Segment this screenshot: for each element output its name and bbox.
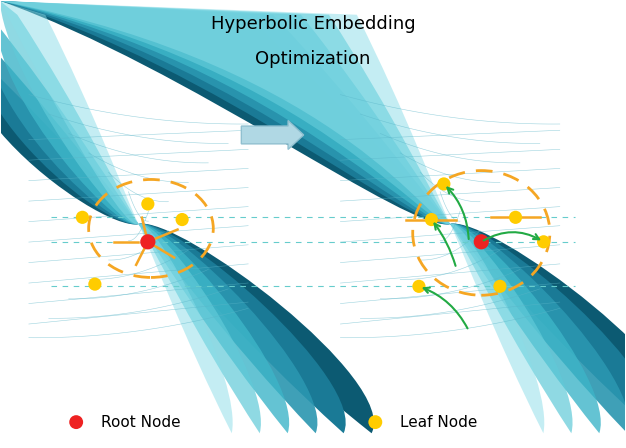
Point	[78, 214, 88, 221]
Point	[511, 214, 521, 221]
Point	[71, 418, 81, 426]
Point	[143, 238, 153, 246]
PathPatch shape	[356, 15, 544, 433]
PathPatch shape	[0, 15, 317, 433]
PathPatch shape	[0, 15, 289, 433]
PathPatch shape	[44, 15, 233, 433]
PathPatch shape	[0, 15, 346, 433]
FancyArrow shape	[242, 121, 304, 150]
Point	[371, 418, 381, 426]
Point	[143, 200, 153, 207]
Text: Hyperbolic Embedding: Hyperbolic Embedding	[211, 15, 415, 33]
PathPatch shape	[16, 15, 261, 433]
Point	[426, 216, 436, 223]
Point	[538, 238, 548, 246]
PathPatch shape	[299, 15, 601, 433]
PathPatch shape	[327, 15, 573, 433]
Text: Leaf Node: Leaf Node	[400, 414, 478, 430]
PathPatch shape	[215, 15, 626, 433]
Point	[90, 280, 100, 288]
Point	[476, 238, 486, 246]
Text: Root Node: Root Node	[101, 414, 181, 430]
PathPatch shape	[0, 15, 374, 433]
PathPatch shape	[243, 15, 626, 433]
Point	[495, 283, 505, 290]
Point	[439, 181, 449, 188]
Text: Optimization: Optimization	[255, 50, 371, 69]
PathPatch shape	[271, 15, 626, 433]
Point	[177, 216, 187, 223]
Point	[414, 283, 424, 290]
